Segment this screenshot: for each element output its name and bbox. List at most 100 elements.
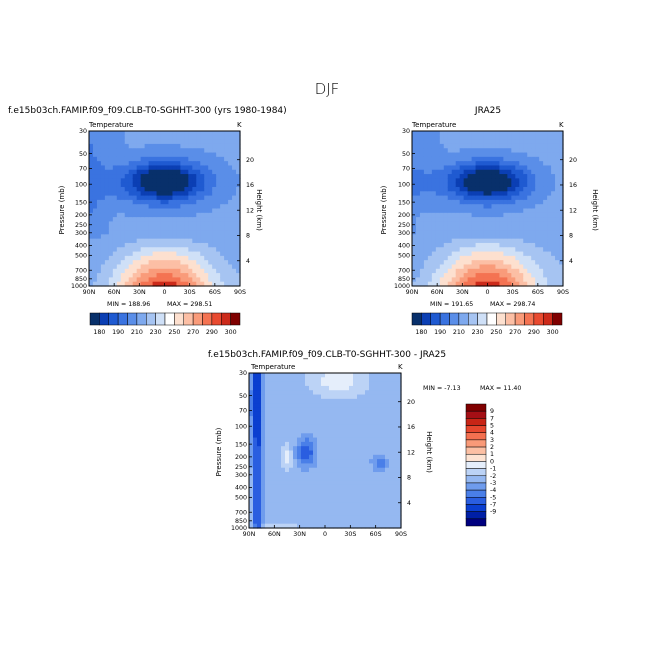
heatmap-cell bbox=[120, 208, 126, 214]
heatmap-cell bbox=[208, 234, 213, 240]
heatmap-cell bbox=[333, 428, 338, 434]
heatmap-cell bbox=[333, 506, 338, 512]
heatmap-cell bbox=[341, 510, 346, 516]
heatmap-cell bbox=[148, 135, 154, 141]
heatmap-cell bbox=[499, 152, 504, 158]
heatmap-cell bbox=[345, 489, 350, 495]
heatmap-cell bbox=[200, 131, 205, 136]
heatmap-cell bbox=[447, 143, 453, 149]
heatmap-cell bbox=[281, 441, 286, 447]
heatmap-cell bbox=[511, 135, 516, 141]
heatmap-cell bbox=[128, 217, 134, 223]
heatmap-cell bbox=[447, 204, 453, 210]
heatmap-cell bbox=[423, 199, 429, 205]
heatmap-cell bbox=[200, 264, 205, 270]
heatmap-cell bbox=[168, 208, 174, 214]
heatmap-cell bbox=[491, 156, 497, 162]
heatmap-cell bbox=[325, 476, 330, 482]
heatmap-cell bbox=[427, 273, 433, 278]
heatmap-cell bbox=[144, 161, 150, 167]
heatmap-cell bbox=[313, 411, 318, 417]
heatmap-cell bbox=[431, 178, 437, 184]
heatmap-cell bbox=[108, 264, 114, 270]
heatmap-cell bbox=[393, 489, 398, 495]
heatmap-cell bbox=[393, 398, 398, 404]
heatmap-cell bbox=[265, 424, 270, 430]
heatmap-cell bbox=[325, 497, 330, 503]
heatmap-cell bbox=[393, 373, 398, 378]
heatmap-cell bbox=[301, 390, 306, 396]
heatmap-cell bbox=[204, 212, 209, 218]
heatmap-cell bbox=[369, 476, 374, 482]
heatmap-cell bbox=[152, 238, 158, 244]
heatmap-cell bbox=[96, 255, 102, 261]
heatmap-cell bbox=[100, 230, 106, 235]
heatmap-cell bbox=[535, 191, 540, 197]
heatmap-cell bbox=[357, 437, 362, 443]
heatmap-cell bbox=[471, 247, 477, 253]
heatmap-cell bbox=[419, 174, 425, 179]
heatmap-cell bbox=[204, 225, 209, 231]
heatmap-cell bbox=[293, 407, 298, 413]
heatmap-cell bbox=[527, 161, 532, 167]
heatmap-cell bbox=[535, 260, 540, 266]
heatmap-cell bbox=[317, 398, 322, 404]
heatmap-cell bbox=[228, 221, 233, 227]
heatmap-cell bbox=[301, 416, 306, 421]
heatmap-cell bbox=[491, 204, 497, 210]
heatmap-cell bbox=[100, 199, 106, 205]
heatmap-cell bbox=[273, 373, 278, 378]
heatmap-cell bbox=[168, 174, 174, 179]
heatmap-cell bbox=[228, 178, 233, 184]
heatmap-cell bbox=[313, 381, 318, 387]
heatmap-cell bbox=[321, 467, 326, 473]
heatmap-cell bbox=[463, 234, 469, 240]
heatmap-cell bbox=[495, 264, 501, 270]
heatmap-cell bbox=[212, 247, 217, 253]
heatmap-cell bbox=[297, 398, 302, 404]
heatmap-cell bbox=[176, 234, 181, 240]
colorbar-label: 1 bbox=[490, 451, 494, 458]
heatmap-cell bbox=[112, 277, 118, 283]
heatmap-cell bbox=[559, 255, 564, 261]
colorbar-swatch bbox=[192, 312, 203, 326]
heatmap-cell bbox=[220, 156, 225, 162]
heatmap-cell bbox=[447, 217, 453, 223]
heatmap-cell bbox=[463, 255, 469, 261]
heatmap-cell bbox=[435, 131, 441, 136]
heatmap-cell bbox=[148, 199, 154, 205]
heatmap-cell bbox=[136, 217, 142, 223]
heatmap-cell bbox=[116, 161, 122, 167]
heatmap-cell bbox=[313, 510, 318, 516]
heatmap-cell bbox=[152, 260, 158, 266]
heatmap-cell bbox=[427, 238, 433, 244]
heatmap-cell bbox=[108, 139, 114, 145]
heatmap-cell bbox=[349, 390, 354, 396]
heatmap-cell bbox=[220, 195, 225, 201]
heatmap-cell bbox=[365, 506, 370, 512]
heatmap-cell bbox=[92, 131, 98, 136]
heatmap-cell bbox=[132, 260, 138, 266]
heatmap-cell bbox=[507, 273, 512, 278]
heatmap-cell bbox=[180, 221, 185, 227]
heatmap-cell bbox=[547, 191, 552, 197]
x-tick-label: 90N bbox=[406, 289, 419, 296]
heatmap-cell bbox=[475, 195, 481, 201]
heatmap-cell bbox=[192, 264, 197, 270]
heatmap-cell bbox=[208, 178, 213, 184]
heatmap-cell bbox=[257, 407, 262, 413]
heatmap-cell bbox=[479, 135, 485, 141]
heatmap-cell bbox=[511, 217, 516, 223]
heatmap-cell bbox=[124, 255, 130, 261]
heatmap-cell bbox=[156, 247, 162, 253]
heatmap-cell bbox=[499, 264, 504, 270]
heatmap-cell bbox=[499, 174, 504, 179]
heatmap-cell bbox=[381, 480, 386, 486]
heatmap-cell bbox=[435, 135, 441, 141]
heatmap-cell bbox=[136, 238, 142, 244]
heatmap-cell bbox=[188, 169, 193, 175]
heatmap-cell bbox=[373, 484, 378, 490]
heatmap-cell bbox=[511, 264, 516, 270]
heatmap-cell bbox=[168, 247, 174, 253]
